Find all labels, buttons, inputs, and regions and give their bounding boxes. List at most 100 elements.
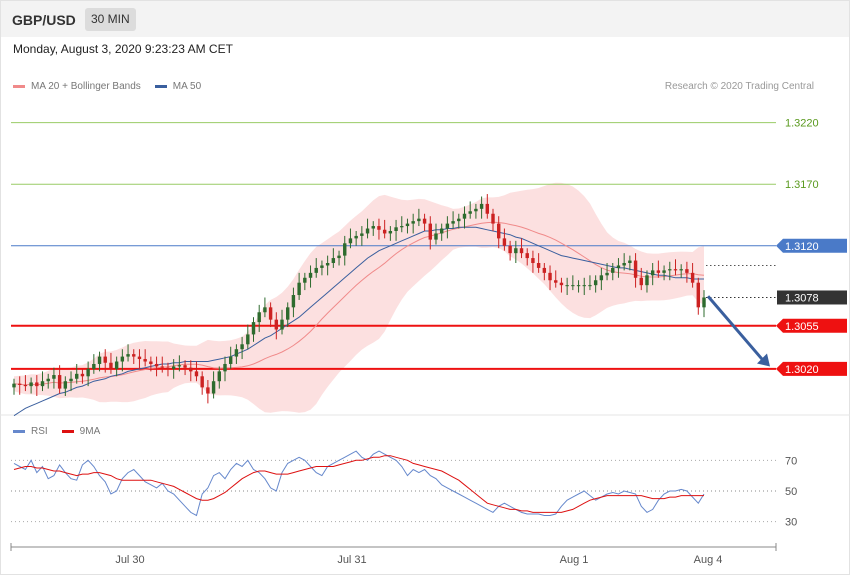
- candle-body: [126, 354, 130, 357]
- candle-body: [628, 260, 632, 264]
- candle-body: [377, 226, 381, 230]
- candle-body: [263, 307, 267, 313]
- candle-body: [12, 383, 16, 388]
- candle-body: [668, 269, 672, 271]
- candle-body: [417, 218, 421, 222]
- candle-body: [502, 238, 507, 246]
- candle-body: [200, 376, 204, 388]
- candle-body: [428, 223, 432, 240]
- candle-body: [588, 285, 592, 287]
- candle-body: [149, 361, 153, 364]
- candle-body: [605, 272, 609, 276]
- candle-body: [114, 361, 119, 369]
- candle-body: [485, 203, 490, 214]
- candle-body: [457, 218, 461, 222]
- candle-body: [223, 363, 227, 372]
- x-tick-label: Aug 4: [694, 554, 723, 566]
- x-tick-label: Jul 31: [337, 554, 366, 566]
- candle-body: [439, 228, 444, 234]
- candle-body: [656, 270, 661, 273]
- candle-body: [69, 378, 73, 382]
- ma20-line: [13, 221, 705, 386]
- candle-body: [536, 263, 541, 268]
- level-tag-1.3020: [776, 361, 847, 376]
- candle-body: [571, 285, 575, 287]
- chart-datetime: Monday, August 3, 2020 9:23:23 AM CET: [13, 42, 233, 56]
- candle-body: [554, 280, 558, 283]
- candle-body: [645, 275, 649, 286]
- candle-body: [268, 307, 273, 320]
- candle-body: [297, 282, 301, 296]
- candle-body: [331, 258, 336, 264]
- ma20-legend-swatch: [13, 85, 25, 88]
- rsi-ma-legend-label: 9MA: [79, 426, 101, 437]
- candle-body: [80, 373, 85, 377]
- candle-body: [576, 285, 581, 287]
- candle-body: [240, 344, 244, 350]
- candle-body: [371, 226, 375, 229]
- candle-body: [246, 334, 250, 345]
- candle-body: [171, 366, 176, 369]
- candle-body: [514, 248, 518, 254]
- candle-body: [405, 223, 410, 227]
- x-tick-label: Jul 30: [115, 554, 144, 566]
- level-tag-1.3120: [776, 238, 847, 253]
- candle-body: [468, 211, 472, 214]
- candle-body: [57, 375, 62, 389]
- candle-body: [103, 356, 107, 363]
- candle-body: [388, 230, 393, 234]
- candle-body: [120, 356, 125, 362]
- candle-body: [75, 373, 79, 379]
- rsi-tick-50: 50: [785, 486, 797, 498]
- candle-body: [160, 366, 164, 368]
- rsi-legend-swatch: [13, 430, 25, 433]
- rsi-legend: RSI 9MA: [13, 426, 100, 437]
- candle-body: [422, 218, 427, 224]
- candle-body: [109, 362, 113, 369]
- level-label-1.3055: 1.3055: [785, 321, 819, 333]
- ma50-line: [13, 226, 704, 417]
- rsi-ma-line: [13, 455, 704, 513]
- candle-body: [525, 253, 529, 259]
- candle-body: [206, 387, 210, 394]
- candle-body: [348, 238, 353, 244]
- candle-body: [565, 285, 569, 287]
- candle-body: [166, 367, 170, 369]
- candle-body: [616, 265, 621, 268]
- candle-body: [177, 365, 182, 367]
- candle-body: [690, 272, 695, 283]
- candle-body: [531, 258, 535, 264]
- candle-body: [685, 269, 689, 273]
- candle-body: [183, 365, 187, 368]
- candle-body: [337, 255, 341, 259]
- candle-body: [559, 282, 564, 286]
- candle-body: [251, 322, 256, 335]
- ma20-legend-label: MA 20 + Bollinger Bands: [31, 81, 141, 92]
- candle-body: [633, 260, 638, 278]
- candle-body: [63, 381, 68, 389]
- timeframe-button[interactable]: 30 MIN: [85, 8, 136, 31]
- candle-body: [593, 280, 598, 286]
- candle-body: [394, 227, 398, 231]
- candle-body: [217, 371, 221, 382]
- candle-body: [303, 277, 307, 283]
- candle-body: [143, 359, 147, 362]
- level-tag-1.3055: [776, 318, 847, 333]
- candle-body: [314, 267, 318, 273]
- candle-body: [548, 272, 552, 281]
- candle-body: [154, 363, 159, 367]
- rsi-ma-legend-swatch: [61, 430, 74, 433]
- candle-body: [97, 356, 102, 364]
- candle-body: [702, 297, 706, 308]
- candle-body: [86, 368, 90, 377]
- candle-body: [462, 213, 467, 219]
- candle-body: [360, 233, 364, 236]
- candle-body: [35, 382, 39, 387]
- rsi-legend-label: RSI: [31, 426, 48, 437]
- candle-body: [662, 270, 666, 273]
- research-credit: Research © 2020 Trading Central: [664, 81, 814, 92]
- candle-body: [411, 221, 415, 224]
- candle-body: [451, 221, 455, 224]
- candle-body: [308, 272, 313, 278]
- candle-body: [445, 223, 450, 229]
